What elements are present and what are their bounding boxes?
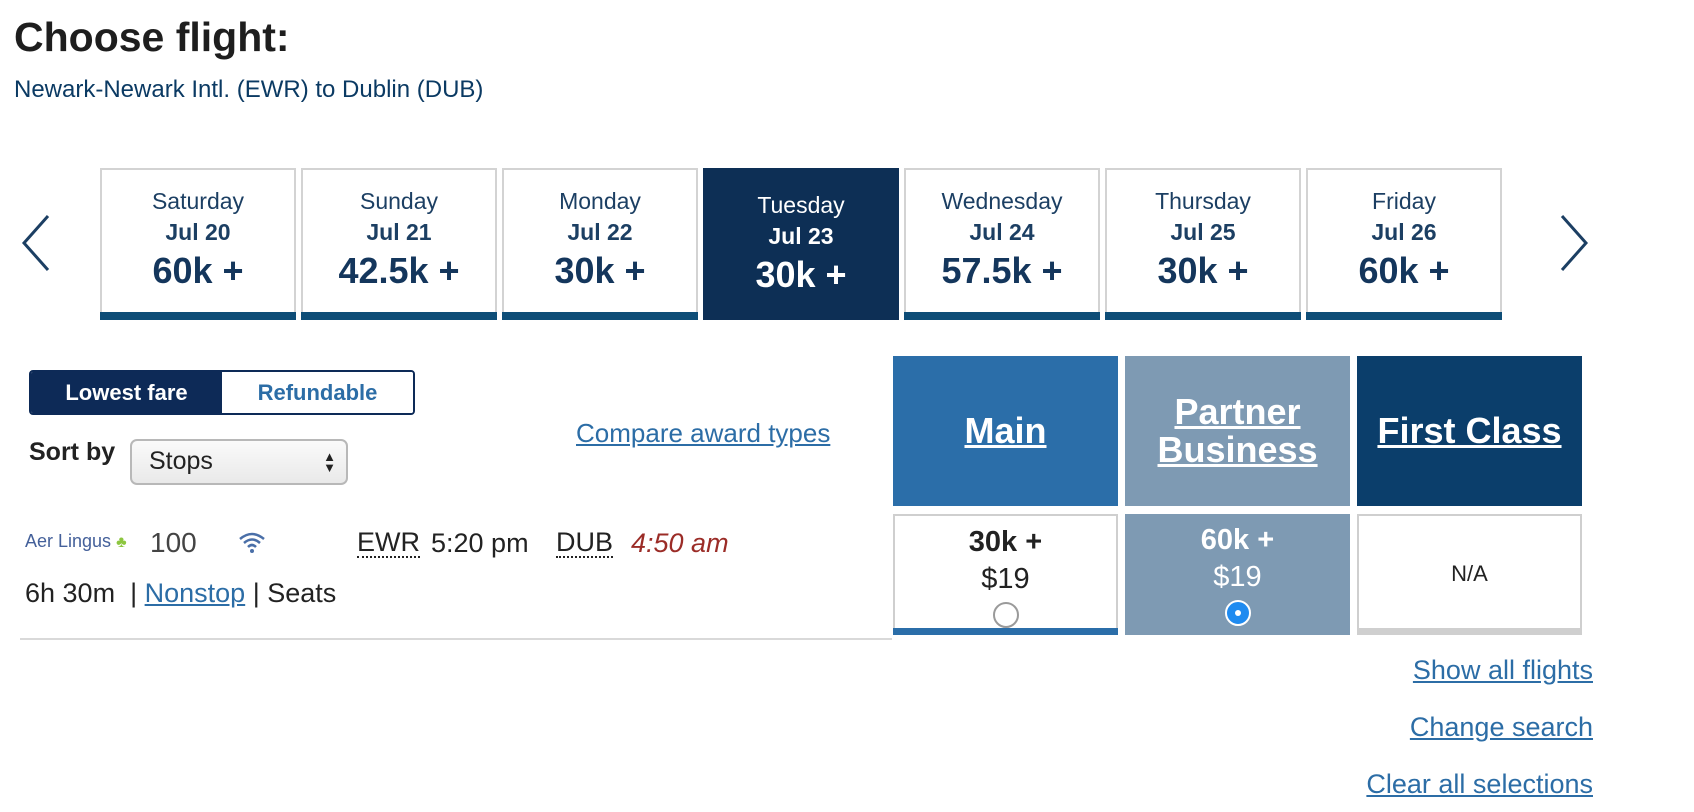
sort-label: Sort by — [29, 438, 116, 466]
date-card-day: Tuesday — [757, 192, 845, 218]
fare-tax: $19 — [981, 563, 1030, 595]
clear-all-selections-link[interactable]: Clear all selections — [1366, 769, 1593, 799]
fare-cell-underline — [1357, 628, 1582, 635]
wifi-icon — [237, 531, 267, 558]
prev-dates-button[interactable] — [16, 208, 56, 278]
next-dates-button[interactable] — [1554, 208, 1594, 278]
fare-cell-partner-business-selected[interactable]: 60k + $19 — [1125, 514, 1350, 635]
date-card-3-selected[interactable]: Tuesday Jul 23 30k + — [703, 168, 899, 320]
lowest-fare-toggle[interactable]: Lowest fare — [31, 372, 222, 413]
date-card-date: Jul 22 — [567, 219, 633, 245]
date-card-6[interactable]: Friday Jul 26 60k + — [1306, 168, 1502, 320]
flight-duration: 6h 30m — [25, 578, 116, 608]
date-card-day: Sunday — [359, 188, 438, 214]
date-card-day: Friday — [1372, 188, 1436, 214]
date-card-2[interactable]: Monday Jul 22 30k + — [502, 168, 698, 320]
fare-type-toggle: Lowest fare Refundable — [29, 370, 415, 415]
date-card-day: Thursday — [1155, 188, 1251, 214]
date-card-price: 30k + — [1157, 250, 1249, 291]
date-card-date: Jul 20 — [165, 219, 231, 245]
date-card-date: Jul 24 — [969, 219, 1035, 245]
fare-cell-first-class: N/A — [1357, 514, 1582, 635]
arrival-time: 4:50 am — [631, 528, 729, 558]
fare-cell-main[interactable]: 30k + $19 — [893, 514, 1118, 635]
date-card-price: 30k + — [554, 250, 646, 291]
airline-logo: Aer Lingus ♣ — [25, 531, 127, 552]
date-card-date: Jul 21 — [366, 219, 432, 245]
date-card-1[interactable]: Sunday Jul 21 42.5k + — [301, 168, 497, 320]
refundable-toggle[interactable]: Refundable — [222, 372, 413, 413]
fare-miles: 60k + — [1200, 524, 1275, 556]
date-card-day: Saturday — [151, 188, 245, 214]
seats-label[interactable]: Seats — [267, 578, 337, 608]
change-search-link[interactable]: Change search — [1409, 712, 1593, 742]
row-divider — [20, 638, 892, 640]
date-card-day: Wednesday — [941, 188, 1063, 214]
date-card-price: 30k + — [755, 254, 847, 295]
nonstop-link[interactable]: Nonstop — [144, 578, 246, 608]
date-card-4[interactable]: Wednesday Jul 24 57.5k + — [904, 168, 1100, 320]
fare-cell-underline — [893, 628, 1118, 635]
fare-radio-partner-business[interactable] — [1224, 600, 1251, 626]
page-title: Choose flight: — [14, 14, 290, 60]
fare-tax: $19 — [1213, 561, 1262, 593]
sort-select[interactable]: Stops ▲ ▼ — [130, 439, 348, 485]
date-card-underline — [100, 312, 296, 320]
cabin-header-main: Main — [893, 356, 1118, 506]
date-card-underline — [502, 312, 698, 320]
cabin-header-partner-business: Partner Business — [1125, 356, 1350, 506]
route-subtitle: Newark-Newark Intl. (EWR) to Dublin (DUB… — [14, 76, 484, 103]
date-card-date: Jul 23 — [768, 223, 834, 249]
date-card-5[interactable]: Thursday Jul 25 30k + — [1105, 168, 1301, 320]
airline-name: Aer Lingus — [25, 531, 112, 551]
cabin-first-class-link[interactable]: First Class — [1377, 410, 1562, 451]
date-card-underline — [904, 312, 1100, 320]
date-card-price: 42.5k + — [338, 250, 460, 291]
date-card-underline — [703, 312, 899, 320]
shamrock-icon: ♣ — [116, 534, 127, 551]
date-card-0[interactable]: Saturday Jul 20 60k + — [100, 168, 296, 320]
date-card-underline — [1306, 312, 1502, 320]
date-card-date: Jul 25 — [1170, 219, 1236, 245]
select-arrows-icon: ▲ ▼ — [323, 449, 336, 475]
date-card-date: Jul 26 — [1371, 219, 1437, 245]
chevron-left-icon — [21, 215, 50, 271]
date-card-price: 60k + — [1358, 250, 1450, 291]
cabin-main-link[interactable]: Main — [964, 410, 1047, 451]
separator: | — [245, 578, 268, 608]
compare-award-types-link[interactable]: Compare award types — [576, 418, 831, 448]
date-card-day: Monday — [559, 188, 641, 214]
departure-time: 5:20 pm — [431, 528, 529, 558]
fare-miles: 30k + — [968, 526, 1043, 558]
cabin-header-first-class: First Class — [1357, 356, 1582, 506]
date-card-underline — [1105, 312, 1301, 320]
separator: | — [122, 578, 145, 608]
fare-radio-main[interactable] — [992, 602, 1019, 628]
show-all-flights-link[interactable]: Show all flights — [1412, 655, 1593, 685]
flight-number: 100 — [150, 527, 197, 558]
date-card-underline — [301, 312, 497, 320]
cabin-partner-business-link[interactable]: Partner Business — [1157, 391, 1318, 470]
date-card-price: 60k + — [152, 250, 244, 291]
destination-airport-code[interactable]: DUB — [556, 527, 614, 558]
date-card-price: 57.5k + — [941, 250, 1063, 291]
sort-select-value: Stops — [149, 447, 213, 475]
fare-not-available: N/A — [1451, 561, 1488, 586]
origin-airport-code[interactable]: EWR — [357, 527, 420, 558]
chevron-right-icon — [1560, 215, 1589, 271]
flight-details-line: 6h 30m | Nonstop | Seats — [25, 578, 336, 609]
